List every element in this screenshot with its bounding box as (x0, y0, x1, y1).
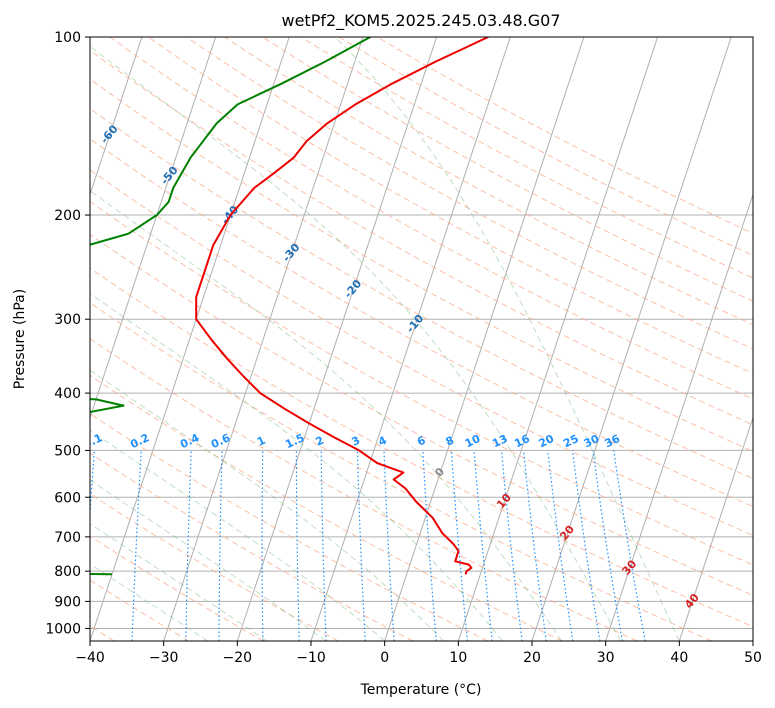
moist-adiabat (90, 45, 621, 641)
mixing-ratio-label: 16 (512, 432, 532, 450)
y-tick-label: 600 (54, 490, 81, 506)
isotherm-line (236, 37, 438, 641)
y-tick-label: 800 (54, 564, 81, 580)
isotherm-line (90, 37, 143, 197)
isotherm-line (531, 37, 732, 641)
chart-title: wetPf2_KOM5.2025.245.03.48.G07 (281, 11, 560, 31)
x-tick-label: 20 (523, 650, 541, 666)
isotherm-line (90, 37, 290, 641)
y-tick-label: 900 (54, 594, 81, 610)
dry-adiabat (147, 37, 753, 375)
moist-adiabat (90, 292, 503, 641)
moist-adiabat (90, 523, 268, 641)
x-tick-label: −20 (223, 650, 253, 666)
profile-lines (90, 37, 489, 576)
moist-adiabat (90, 369, 444, 641)
mixing-ratio-label: 10 (463, 432, 483, 450)
y-axis-title: Pressure (hPa) (12, 289, 28, 389)
y-tick-label: 1000 (45, 621, 81, 637)
x-tick-label: 50 (744, 650, 762, 666)
y-tick-label: 500 (54, 443, 81, 459)
x-tick-label: −30 (149, 650, 179, 666)
x-tick-label: 30 (597, 650, 615, 666)
y-tick-label: 100 (54, 30, 81, 46)
dry-adiabat (90, 169, 753, 536)
dry-adiabat (186, 37, 753, 350)
isotherm-line (90, 37, 217, 420)
dry-adiabat (90, 452, 414, 641)
dry-adiabat (90, 49, 753, 426)
mixing-ratio-label: 30 (582, 432, 602, 450)
dry-adiabat (90, 302, 712, 641)
mixing-ratio-line (592, 450, 623, 641)
mixing-ratio-label: 25 (561, 432, 580, 450)
x-tick-label: −40 (75, 650, 105, 666)
moist-adiabat (90, 429, 386, 641)
x-tick-label: 10 (449, 650, 467, 666)
y-tick-label: 400 (54, 386, 81, 402)
dry-adiabat (90, 535, 264, 641)
mixing-ratio-line (547, 450, 574, 641)
isotherm-line (163, 37, 364, 641)
dry-adiabat (90, 374, 563, 641)
mixing-ratio-line (500, 450, 523, 641)
plot-frame (89, 36, 754, 642)
dry-adiabat (90, 233, 753, 596)
background-lines (90, 37, 753, 641)
y-tick-label: 200 (54, 208, 81, 224)
mixing-ratio-label: 20 (537, 432, 557, 450)
dry-adiabat (90, 201, 753, 566)
dry-adiabat (90, 413, 488, 641)
dry-adiabat (90, 78, 753, 452)
moist-adiabat (90, 479, 326, 641)
mixing-ratio-line (473, 450, 493, 641)
y-tick-label: 300 (54, 312, 81, 328)
moist-adiabat (90, 190, 562, 641)
mixing-ratio-label: 36 (603, 432, 623, 450)
x-tick-label: −10 (296, 650, 326, 666)
x-tick-label: 0 (380, 650, 389, 666)
dry-adiabat (90, 579, 190, 641)
isotherm-line (310, 37, 511, 641)
x-axis-title: Temperature (°C) (360, 682, 482, 698)
isotherm-line (605, 192, 753, 641)
y-tick-label: 700 (54, 530, 81, 546)
dry-adiabat (90, 338, 638, 641)
isotherm-line (384, 37, 585, 641)
moist-adiabat (334, 37, 680, 641)
temperature-profile-line (195, 37, 489, 575)
dewpoint-profile-line (90, 37, 371, 576)
mixing-ratio-label: 13 (490, 432, 509, 450)
isotherm-line (678, 416, 753, 641)
mixing-ratio-line (523, 450, 547, 641)
mixing-ratio-line (571, 450, 601, 641)
y-axis: 100 200 300 400 500 600 700 800 900 1000 (45, 30, 90, 637)
dry-adiabat (90, 267, 753, 628)
x-axis: −40 −30 −20 −10 0 10 20 30 40 50 (75, 641, 762, 666)
x-tick-label: 40 (670, 650, 688, 666)
